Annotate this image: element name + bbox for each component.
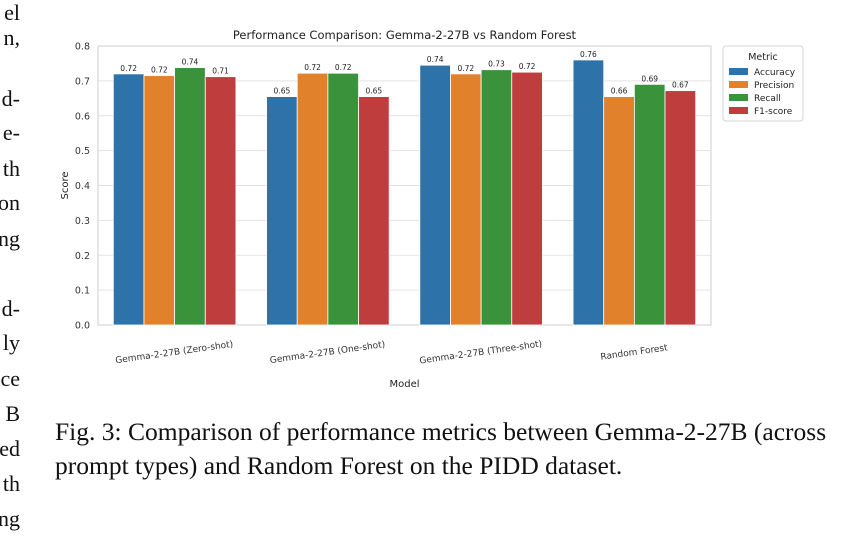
bar-value-label: 0.66: [611, 87, 628, 96]
bar: [480, 69, 513, 326]
bar: [419, 64, 451, 326]
y-tick-label: 0.1: [75, 286, 90, 297]
legend-swatch: [729, 107, 748, 114]
bar: [603, 96, 635, 326]
side-text-line: ed: [0, 436, 20, 461]
legend-box: [722, 45, 804, 122]
bar-value-label: 0.74: [427, 55, 444, 64]
legend-swatch: [729, 81, 748, 88]
side-text-line: th: [2, 471, 20, 496]
bar: [266, 96, 298, 326]
side-text-line: B: [5, 401, 20, 426]
bar-value-label: 0.67: [672, 81, 689, 90]
bar: [358, 96, 390, 326]
x-tick-label: Gemma-2-27B (One-shot): [269, 340, 386, 366]
y-tick-label: 0.2: [75, 251, 90, 262]
bar: [204, 76, 237, 326]
x-axis-label: Model: [389, 379, 419, 390]
bar-value-label: 0.74: [182, 58, 199, 67]
bar-value-label: 0.65: [274, 87, 291, 96]
bar-value-label: 0.72: [519, 62, 536, 71]
bar: [633, 83, 666, 326]
legend-swatch: [729, 94, 748, 101]
side-text-line: d-: [1, 86, 20, 111]
bar: [664, 90, 697, 326]
bar: [174, 67, 206, 326]
legend-label: Precision: [754, 81, 794, 91]
legend-swatch: [729, 68, 748, 75]
bar: [572, 59, 605, 326]
x-tick-label: Random Forest: [600, 343, 669, 362]
legend-label: F1-score: [754, 107, 793, 117]
bar-value-label: 0.72: [335, 63, 352, 72]
bar-value-label: 0.72: [457, 64, 474, 73]
chart-title: Performance Comparison: Gemma-2-27B vs R…: [233, 28, 577, 42]
x-tick-label: Gemma-2-27B (Three-shot): [419, 339, 543, 366]
y-tick-label: 0.7: [75, 76, 90, 87]
side-text-line: ce: [0, 366, 20, 391]
plot-frame: [97, 45, 712, 326]
y-tick-label: 0.5: [75, 146, 90, 157]
bar: [143, 75, 176, 326]
y-tick-label: 0.3: [75, 216, 90, 227]
side-text-line: ng: [0, 226, 20, 251]
side-text-line: el: [4, 0, 20, 25]
bar: [450, 73, 482, 326]
bar: [112, 73, 145, 326]
side-text-line: ng: [0, 506, 20, 531]
y-tick-label: 0.6: [75, 111, 90, 122]
y-tick-label: 0.8: [75, 42, 90, 53]
bar: [296, 72, 329, 326]
bar: [511, 71, 543, 326]
y-tick-label: 0.0: [75, 321, 90, 332]
bar-value-label: 0.65: [365, 87, 382, 96]
legend-label: Accuracy: [754, 68, 796, 78]
side-text-line: ly: [2, 330, 20, 355]
legend-title: Metric: [748, 52, 778, 63]
bar-value-label: 0.73: [488, 60, 505, 69]
bar-value-label: 0.76: [580, 50, 597, 59]
bar-value-label: 0.72: [151, 66, 168, 75]
side-text-line: n,: [3, 25, 21, 50]
bar-value-label: 0.69: [641, 74, 658, 83]
y-tick-label: 0.4: [75, 181, 90, 192]
bar-value-label: 0.72: [304, 63, 321, 72]
side-text-line: d-: [1, 296, 20, 321]
side-text-line: on: [0, 190, 20, 215]
bar-value-label: 0.72: [120, 64, 137, 73]
bar: [327, 72, 359, 326]
side-text-line: e-: [2, 120, 20, 145]
side-text-line: th: [2, 156, 20, 181]
y-axis-label: Score: [60, 171, 71, 199]
bar-value-label: 0.71: [212, 67, 229, 76]
x-tick-label: Gemma-2-27B (Zero-shot): [115, 340, 234, 366]
bar-chart: 0.0 0.1 0.2 0.3 0.4 0.5 0.6 0.7 0.8 0.72 0.72 0.74 0…: [60, 28, 804, 390]
legend-label: Recall: [754, 94, 781, 104]
figure-caption: Fig. 3: Comparison of performance metric…: [55, 417, 827, 480]
